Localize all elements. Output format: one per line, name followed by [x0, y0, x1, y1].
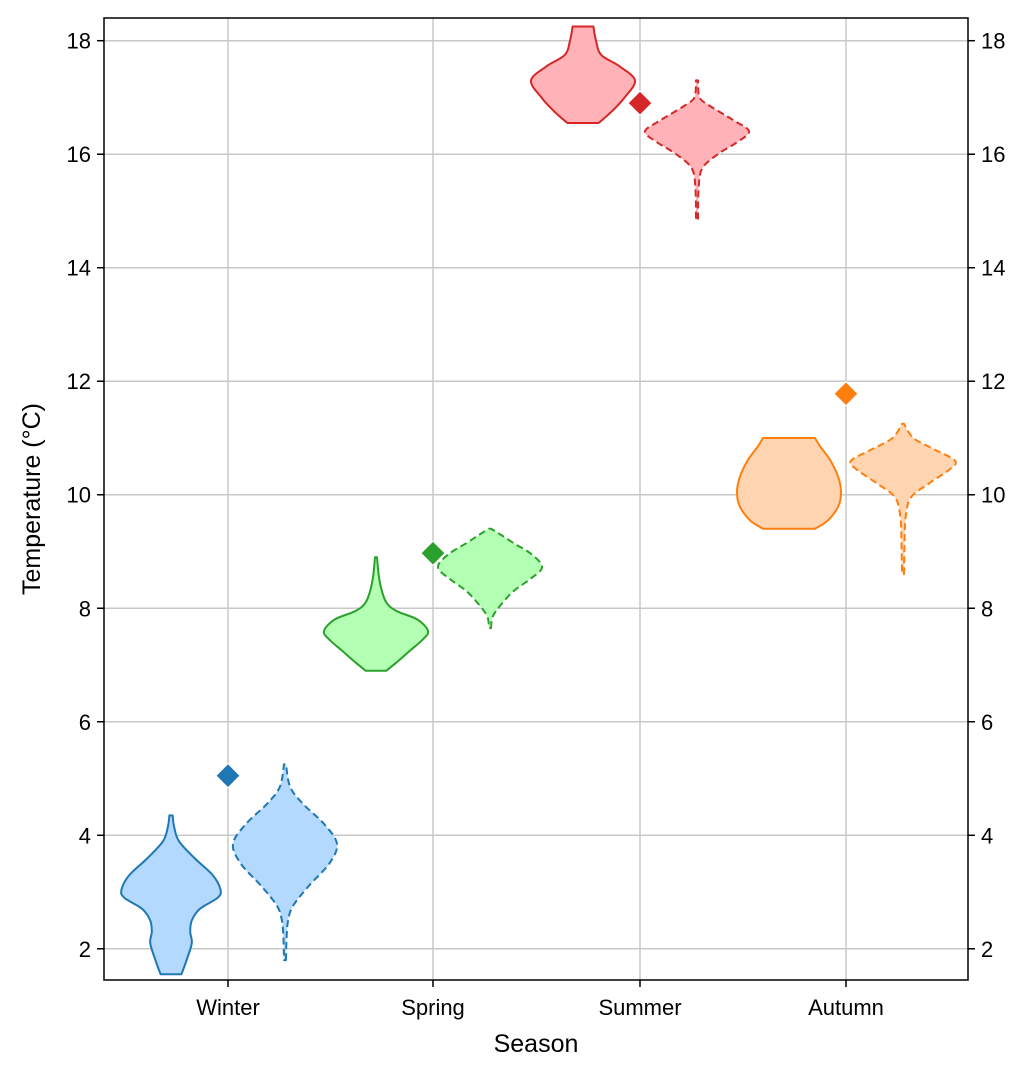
y-tick-label-right: 10 — [981, 483, 1005, 508]
violin-autumn-right — [849, 422, 957, 576]
marker-spring — [420, 540, 446, 566]
violin-summer-right — [644, 79, 750, 221]
marker-winter — [215, 762, 241, 789]
y-axis-label: Temperature (°C) — [18, 403, 46, 595]
plot-frame — [103, 17, 969, 981]
grid — [104, 18, 968, 980]
y-tick-label-right: 12 — [981, 369, 1005, 394]
y-tick-label-right: 8 — [981, 596, 993, 621]
y-tick-label-left: 10 — [67, 483, 91, 508]
violin-winter-right — [231, 763, 339, 962]
marker-autumn — [833, 381, 859, 407]
y-tick-label-left: 8 — [79, 596, 91, 621]
y-tick-label-right: 14 — [981, 256, 1005, 281]
x-tick-label-winter: Winter — [196, 995, 260, 1020]
x-axis-label: Season — [494, 1030, 579, 1058]
y-tick-label-right: 18 — [981, 29, 1005, 54]
marker-summer — [627, 90, 653, 116]
x-tick-label-spring: Spring — [401, 995, 465, 1020]
y-tick-label-right: 6 — [981, 710, 993, 735]
violin-autumn-left — [736, 437, 842, 530]
y-axis-left: 2 4 6 8 10 12 14 16 18 — [67, 29, 104, 962]
y-tick-label-left: 6 — [79, 710, 91, 735]
y-tick-label-left: 2 — [79, 937, 91, 962]
y-tick-label-right: 4 — [981, 823, 993, 848]
violin-spring-right — [437, 527, 543, 630]
x-tick-label-summer: Summer — [598, 995, 681, 1020]
y-tick-label-left: 16 — [67, 142, 91, 167]
y-tick-label-left: 18 — [67, 29, 91, 54]
y-tick-label-right: 2 — [981, 937, 993, 962]
y-tick-label-left: 12 — [67, 369, 91, 394]
violin-summer-left — [529, 25, 637, 124]
y-axis-right: 2 4 6 8 10 12 14 16 18 — [968, 29, 1005, 962]
violin-winter-left — [120, 814, 222, 976]
y-tick-label-right: 16 — [981, 142, 1005, 167]
y-tick-label-left: 14 — [67, 256, 91, 281]
violins — [120, 25, 957, 976]
x-axis: Winter Spring Summer Autumn — [196, 980, 884, 1020]
y-tick-label-left: 4 — [79, 823, 91, 848]
x-tick-label-autumn: Autumn — [808, 995, 884, 1020]
violin-spring-left — [322, 556, 430, 672]
markers — [215, 90, 859, 789]
